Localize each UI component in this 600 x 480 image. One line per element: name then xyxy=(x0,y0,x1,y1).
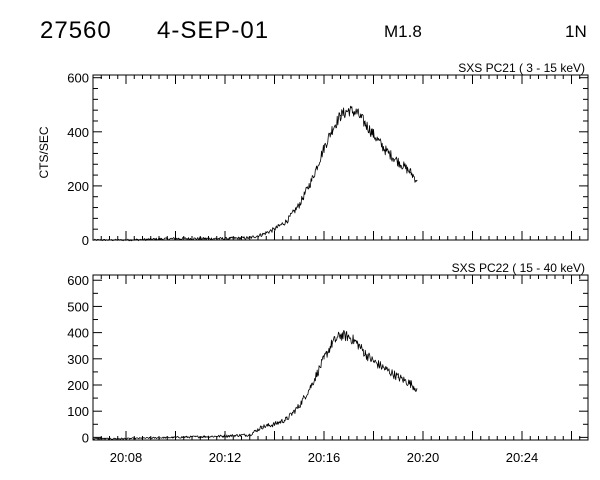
data-point xyxy=(323,147,325,149)
data-point xyxy=(323,358,325,360)
data-point xyxy=(249,237,251,239)
data-point xyxy=(311,179,313,182)
data-point xyxy=(372,133,375,136)
x-tick-label: 20:24 xyxy=(506,450,539,465)
data-point xyxy=(286,418,288,420)
data-point xyxy=(273,228,276,230)
y-tick-label: 0 xyxy=(82,430,89,445)
event-id: 27560 xyxy=(40,17,112,44)
y-tick-label: 600 xyxy=(67,273,89,288)
data-point xyxy=(385,150,387,152)
x-tick-label: 20:08 xyxy=(110,450,143,465)
data-point xyxy=(385,368,387,370)
data-point xyxy=(339,334,342,336)
y-axis-label: CTS/SEC xyxy=(37,126,51,178)
flare-location: 1N xyxy=(565,22,587,41)
x-tick-label: 20:20 xyxy=(407,450,440,465)
y-tick-label: 300 xyxy=(67,352,89,367)
panel-title: SXS PC21 ( 3 - 15 keV) xyxy=(458,61,585,75)
data-point xyxy=(348,335,350,338)
data-point xyxy=(364,352,366,355)
data-point xyxy=(92,438,94,440)
data-point xyxy=(348,109,350,111)
data-point xyxy=(273,423,276,425)
data-point xyxy=(416,179,418,182)
data-point xyxy=(224,435,226,437)
y-tick-label: 100 xyxy=(67,404,89,419)
data-point xyxy=(298,204,300,206)
y-tick-label: 200 xyxy=(67,378,89,393)
data-point xyxy=(249,434,251,436)
flare-class: M1.8 xyxy=(384,22,422,41)
y-tick-label: 400 xyxy=(67,326,89,341)
panel-title: SXS PC22 ( 15 - 40 keV) xyxy=(452,261,585,275)
event-date: 4-SEP-01 xyxy=(157,17,270,44)
data-point xyxy=(416,388,418,390)
data-point xyxy=(311,384,313,386)
data-point xyxy=(372,360,375,363)
data-point xyxy=(286,220,288,222)
count-rate-line xyxy=(92,330,418,440)
data-point xyxy=(356,112,358,114)
data-point xyxy=(261,426,263,428)
x-tick-label: 20:16 xyxy=(308,450,341,465)
plot-frame xyxy=(92,74,589,241)
data-point xyxy=(261,233,263,236)
data-point xyxy=(174,436,177,438)
data-point xyxy=(410,171,412,173)
data-point xyxy=(364,123,366,125)
count-rate-line xyxy=(92,105,418,242)
data-point xyxy=(298,405,300,407)
panel-pc22: SXS PC22 ( 15 - 40 keV) 0 100 200 300 400 500 6… xyxy=(67,261,589,465)
plot-frame xyxy=(92,274,589,441)
panel-pc21: SXS PC21 ( 3 - 15 keV) CTS/SEC 0 200 400 600 xyxy=(37,61,589,248)
data-point xyxy=(410,383,412,385)
y-tick-label: 0 xyxy=(82,233,89,248)
data-point xyxy=(339,114,342,117)
data-point xyxy=(92,239,94,241)
data-point xyxy=(397,160,399,163)
data-point xyxy=(125,239,127,241)
data-point xyxy=(331,128,333,130)
data-point xyxy=(397,376,399,378)
y-tick-label: 400 xyxy=(67,125,89,140)
data-point xyxy=(224,238,226,240)
data-point xyxy=(356,342,358,344)
data-point xyxy=(331,342,333,344)
data-point xyxy=(174,238,177,240)
y-tick-label: 200 xyxy=(67,179,89,194)
y-tick-label: 600 xyxy=(67,71,89,86)
data-point xyxy=(125,438,127,440)
x-tick-label: 20:12 xyxy=(209,450,242,465)
y-tick-label: 500 xyxy=(67,299,89,314)
